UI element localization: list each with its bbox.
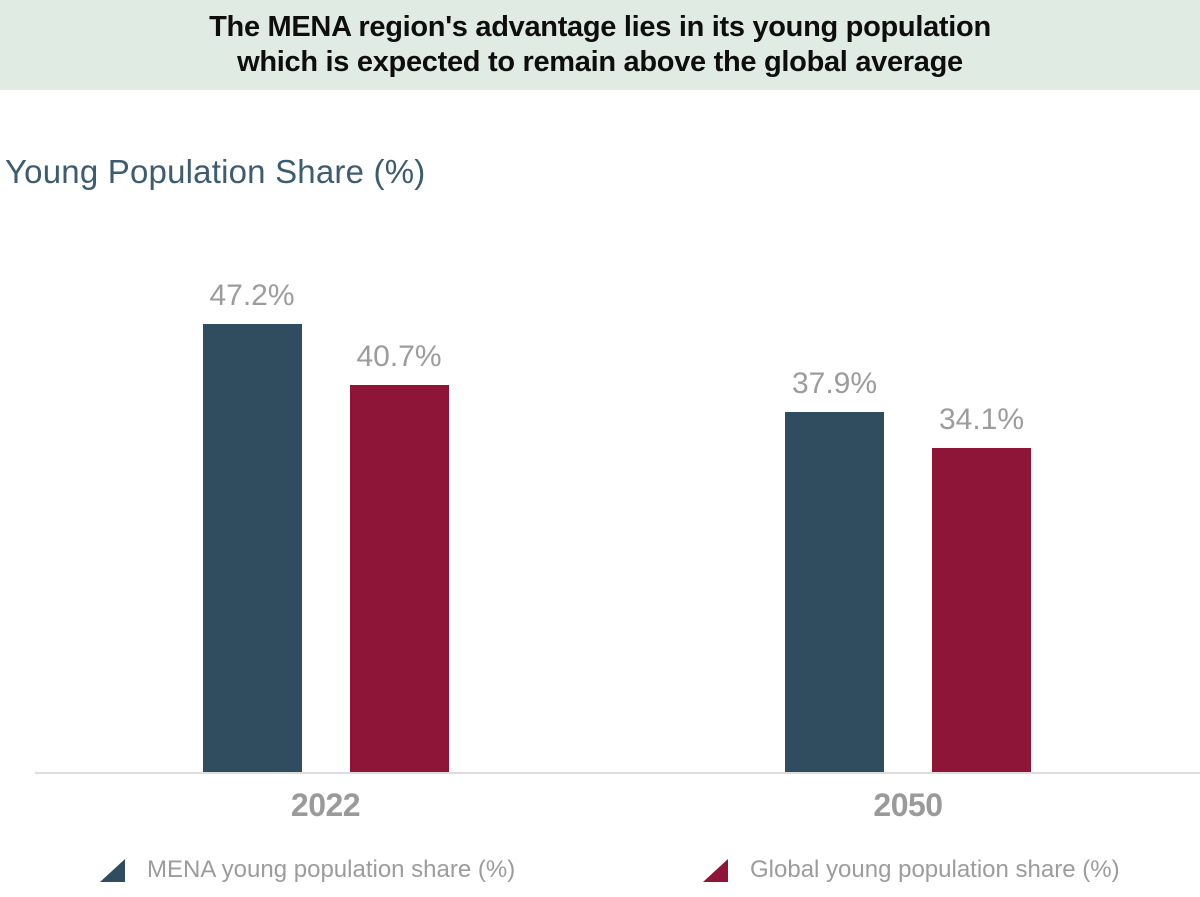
- bar-value-label: 40.7%: [356, 340, 442, 374]
- mena-legend-triangle-icon: [100, 858, 125, 882]
- legend-item-mena: MENA young population share (%): [100, 856, 515, 884]
- x-axis-line: [35, 772, 1200, 774]
- x-axis-tick-label: 2022: [290, 787, 361, 823]
- header-banner: The MENA region's advantage lies in its …: [0, 0, 1200, 90]
- bar-value-label: 34.1%: [938, 403, 1025, 437]
- global-legend-label: Global young population share (%): [750, 856, 1120, 883]
- bar-mena-2050: [785, 411, 884, 772]
- bar-value-label: 47.2%: [209, 278, 295, 312]
- mena-legend-label: MENA young population share (%): [147, 856, 516, 883]
- x-axis-tick-label: 2050: [873, 787, 943, 823]
- legend-item-global: Global young population share (%): [703, 856, 1120, 884]
- bar-mena-2022: [202, 323, 302, 772]
- header-title-line1: The MENA region's advantage lies in its …: [209, 11, 991, 43]
- bar-global-2022: [349, 385, 449, 772]
- global-legend-triangle-icon: [703, 858, 728, 882]
- chart-title: Young Population Share (%): [5, 153, 426, 190]
- header-title-line2: which is expected to remain above the gl…: [237, 46, 963, 78]
- bar-value-label: 37.9%: [791, 366, 878, 400]
- bar-global-2050: [932, 448, 1031, 772]
